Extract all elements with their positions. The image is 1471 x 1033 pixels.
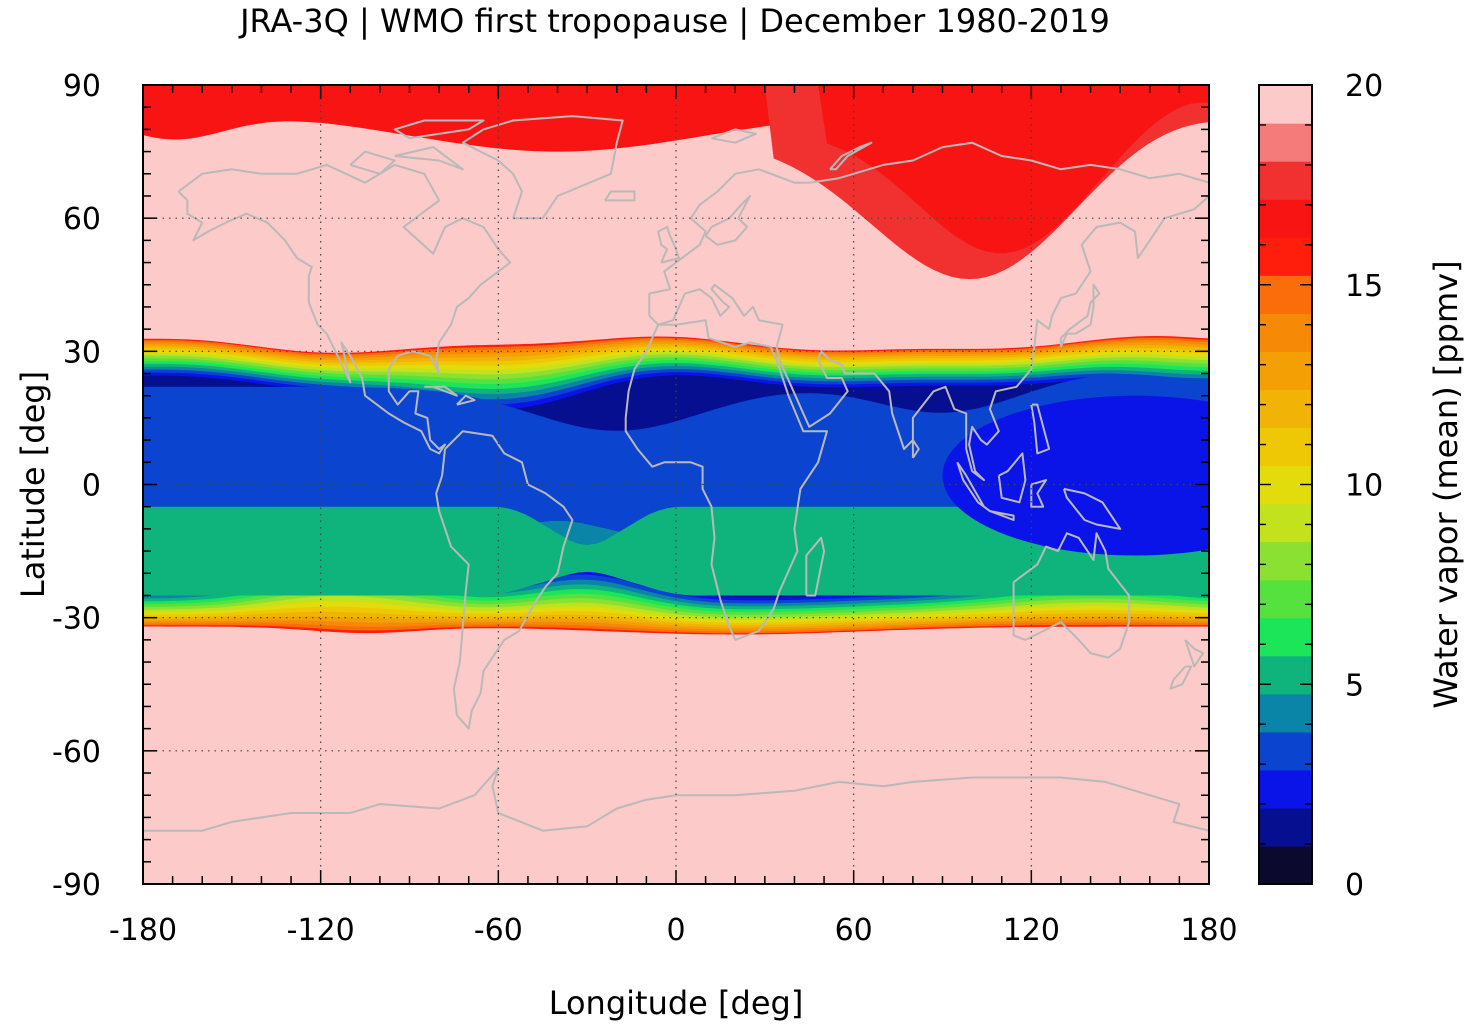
colorbar-segment bbox=[1259, 313, 1312, 352]
x-axis-label: Longitude [deg] bbox=[549, 984, 804, 1022]
south-atlantic-tongue bbox=[143, 506, 1209, 596]
coastline-segment bbox=[349, 150, 396, 175]
colorbar-segment bbox=[1259, 731, 1312, 771]
coastline-segment bbox=[461, 115, 624, 220]
coastline-segment bbox=[1062, 487, 1122, 530]
coastline-segment bbox=[1184, 639, 1205, 668]
coastline-segment bbox=[711, 128, 757, 144]
y-tick-label: -60 bbox=[52, 735, 101, 770]
x-tick-label: -120 bbox=[287, 913, 355, 948]
siberian-anomaly-core bbox=[143, 85, 1209, 254]
coastline-segment bbox=[1169, 665, 1193, 690]
colorbar-segment bbox=[1259, 655, 1312, 695]
colorbar-segment bbox=[1259, 161, 1312, 200]
colorbar-segment bbox=[1259, 807, 1312, 847]
colorbar-label: Water vapor (mean) [ppmv] bbox=[1427, 260, 1465, 708]
y-tick-label: -30 bbox=[52, 602, 101, 637]
colorbar-segment bbox=[1259, 693, 1312, 733]
page-title: JRA-3Q | WMO first tropopause | December… bbox=[240, 2, 1110, 40]
colorbar-segment bbox=[1259, 427, 1312, 467]
colorbar-segment bbox=[1259, 503, 1312, 543]
colorbar-tick-label: 10 bbox=[1345, 469, 1383, 504]
coastline-segment bbox=[424, 385, 458, 397]
x-tick-label: 60 bbox=[835, 913, 873, 948]
colorbar-segment bbox=[1259, 769, 1312, 809]
y-tick-label: 30 bbox=[63, 335, 101, 370]
coastline-segment bbox=[1059, 283, 1101, 348]
y-tick-label: -90 bbox=[52, 868, 101, 903]
colorbar-segment bbox=[1259, 85, 1312, 124]
coastline-segment bbox=[1030, 479, 1048, 508]
grid-lines bbox=[143, 85, 1209, 884]
x-tick-label: -180 bbox=[109, 913, 177, 948]
coastline-segment bbox=[604, 190, 636, 202]
y-tick-label: 60 bbox=[63, 202, 101, 237]
coastlines bbox=[143, 115, 1209, 832]
colorbar-segment bbox=[1259, 237, 1312, 276]
coastline-segment bbox=[997, 452, 1027, 504]
coastline-segment bbox=[829, 141, 873, 171]
coastline-segment bbox=[805, 536, 826, 597]
x-tick-label: 180 bbox=[1180, 913, 1237, 948]
coastline-segment bbox=[177, 163, 512, 455]
colorbar-segment bbox=[1259, 845, 1312, 885]
colorbar-segment bbox=[1259, 199, 1312, 238]
coastline-segment bbox=[394, 146, 464, 171]
colorbar-tick-label: 15 bbox=[1345, 269, 1383, 304]
colorbar-tick-label: 5 bbox=[1345, 668, 1364, 703]
colorbar-segment bbox=[1259, 275, 1312, 314]
colorbar-segment bbox=[1259, 351, 1312, 390]
colorbar-segment bbox=[1259, 389, 1312, 429]
coastline-segment bbox=[648, 141, 1209, 482]
coastline-segment bbox=[657, 226, 680, 264]
coastline-segment bbox=[393, 119, 485, 140]
colorbar: 0 5 10 15 20 Water vapor (mean) [ppmv] bbox=[1258, 69, 1465, 903]
colorbar-tick-label: 20 bbox=[1345, 69, 1383, 104]
coastline-segment bbox=[624, 319, 828, 641]
x-tick-label: 120 bbox=[1003, 913, 1060, 948]
colorbar-tick-label: 0 bbox=[1345, 868, 1364, 903]
colorbar-segment bbox=[1259, 579, 1312, 619]
colorbar-segment bbox=[1259, 123, 1312, 162]
y-tick-label: 90 bbox=[63, 69, 101, 104]
coastline-segment bbox=[1030, 403, 1051, 455]
colorbar-segment bbox=[1259, 541, 1312, 581]
axes: -180 -120 -60 0 60 120 180 90 60 30 0 -30 -60 -90 Long… bbox=[14, 69, 1238, 1022]
coastline-segment bbox=[456, 394, 476, 406]
coastline-segment bbox=[1012, 532, 1131, 659]
coastline-segment bbox=[704, 195, 751, 246]
coastline-segment bbox=[143, 767, 1209, 832]
colorbar-segment bbox=[1259, 617, 1312, 657]
coastline-segment bbox=[911, 439, 920, 459]
y-tick-label: 0 bbox=[82, 469, 101, 504]
coastline-segment bbox=[989, 510, 1015, 521]
x-tick-label: -60 bbox=[474, 913, 523, 948]
y-axis-label: Latitude [deg] bbox=[14, 371, 52, 598]
x-tick-label: 0 bbox=[666, 913, 685, 948]
